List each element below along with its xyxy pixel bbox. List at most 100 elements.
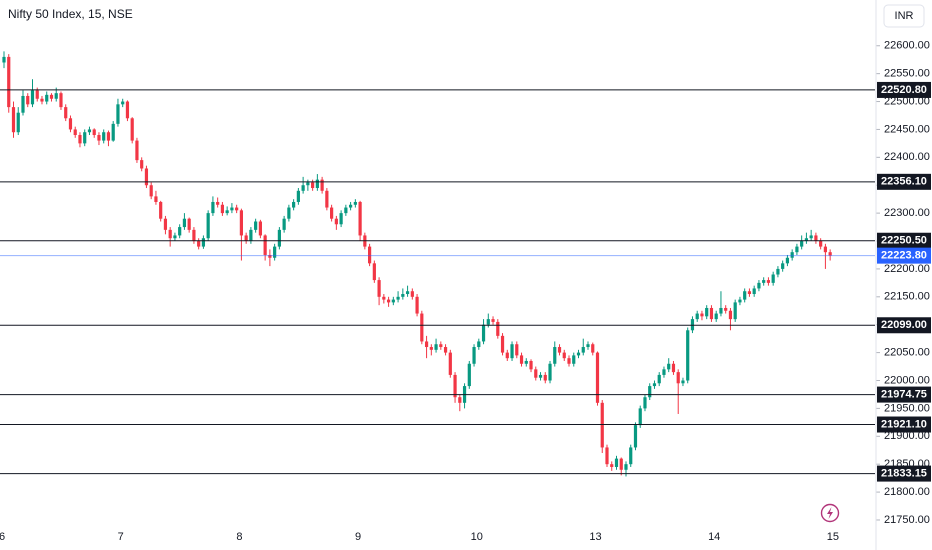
candle-body (534, 369, 538, 378)
candle-body (282, 218, 286, 230)
y-tick-label: 22000.00 (884, 374, 930, 386)
candle-body (130, 118, 134, 141)
candle-body (719, 307, 723, 314)
candle-body (743, 291, 747, 300)
candle-body (581, 347, 585, 353)
candle-body (306, 182, 310, 186)
candle-body (244, 235, 248, 242)
candle-body (709, 307, 714, 320)
candle-body (676, 372, 680, 384)
candle-body (519, 355, 524, 364)
candle-body (339, 213, 343, 225)
candle-body (125, 101, 130, 119)
x-tick-label: 15 (827, 531, 839, 543)
candle-body (192, 229, 196, 242)
candle-body (49, 94, 54, 99)
candle-body (254, 221, 258, 230)
candle-body (567, 358, 571, 364)
candle-body (700, 313, 704, 317)
candle-body (197, 241, 201, 247)
candle-body (30, 90, 35, 105)
y-tick-label: 22150.00 (884, 291, 930, 303)
currency-button[interactable] (883, 4, 925, 28)
candle-body (78, 135, 82, 144)
x-tick-label: 8 (236, 531, 242, 543)
candle-body (510, 344, 514, 359)
candle-body (239, 210, 243, 236)
candle-body (11, 107, 16, 133)
level-label: 22099.00 (881, 319, 927, 331)
candle-body (396, 296, 400, 300)
candle-body (458, 397, 462, 403)
level-badge (877, 173, 931, 190)
level-label: 21974.75 (881, 388, 927, 400)
candle-body (619, 458, 623, 470)
candle-body (705, 307, 709, 317)
candle-body (481, 324, 486, 342)
candle-body (790, 252, 794, 258)
chart-title: Nifty 50 Index, 15, NSE (8, 7, 133, 21)
candle-body (287, 207, 291, 219)
candle-body (690, 319, 695, 331)
level-badge (877, 232, 931, 249)
x-tick-label: 7 (118, 531, 124, 543)
candle-body (477, 341, 481, 348)
candle-body (349, 204, 353, 208)
candle-body (472, 347, 476, 364)
candle-body (600, 402, 604, 448)
candle-body (201, 238, 206, 247)
candle-body (410, 291, 414, 297)
level-badge (877, 416, 931, 433)
candle-body (140, 160, 144, 169)
candle-body (92, 129, 96, 136)
candle-body (828, 252, 832, 256)
candle-body (595, 352, 600, 403)
candle-body (301, 185, 305, 191)
candle-body (405, 291, 410, 295)
candle-body (814, 235, 818, 242)
currency[interactable]: INR (895, 10, 914, 22)
candle-body (163, 218, 168, 230)
alert-icon[interactable] (820, 503, 840, 523)
candle-body (795, 246, 799, 253)
candle-body (448, 352, 452, 375)
y-tick-label: 21900.00 (884, 430, 930, 442)
candle-body (372, 263, 376, 281)
candle-body (728, 310, 733, 320)
candle-body (97, 135, 101, 141)
candle-body (434, 344, 438, 350)
candle-body (353, 201, 357, 205)
candle-body (382, 296, 386, 300)
candle-body (258, 221, 262, 236)
candle-body (491, 319, 495, 322)
level-label: 22520.80 (881, 84, 927, 96)
candle-body (401, 294, 405, 297)
y-tick-label: 22600.00 (884, 40, 930, 52)
candle-body (648, 386, 652, 398)
candle-body (325, 190, 329, 208)
candle-body (111, 123, 115, 141)
plot (0, 51, 875, 477)
candle-body (662, 369, 666, 375)
y-tick-label: 22400.00 (884, 151, 930, 163)
last-price-label: 22223.80 (881, 250, 927, 262)
level-badge (877, 465, 931, 482)
candle-body (135, 140, 139, 161)
candle-body (424, 341, 429, 348)
level-label: 21921.10 (881, 418, 927, 430)
candle-body (159, 201, 163, 219)
candle-body (562, 352, 566, 359)
candle-body (268, 254, 272, 258)
level-label: 21833.15 (881, 467, 927, 479)
candle-body (296, 190, 300, 202)
candle-body (586, 344, 590, 348)
candle-body (781, 263, 785, 269)
candle-body (633, 425, 638, 448)
candle-body (121, 101, 125, 105)
candle-body (73, 129, 77, 136)
candle-body (543, 374, 547, 381)
candle-body (64, 107, 68, 119)
candle-body (40, 98, 44, 102)
